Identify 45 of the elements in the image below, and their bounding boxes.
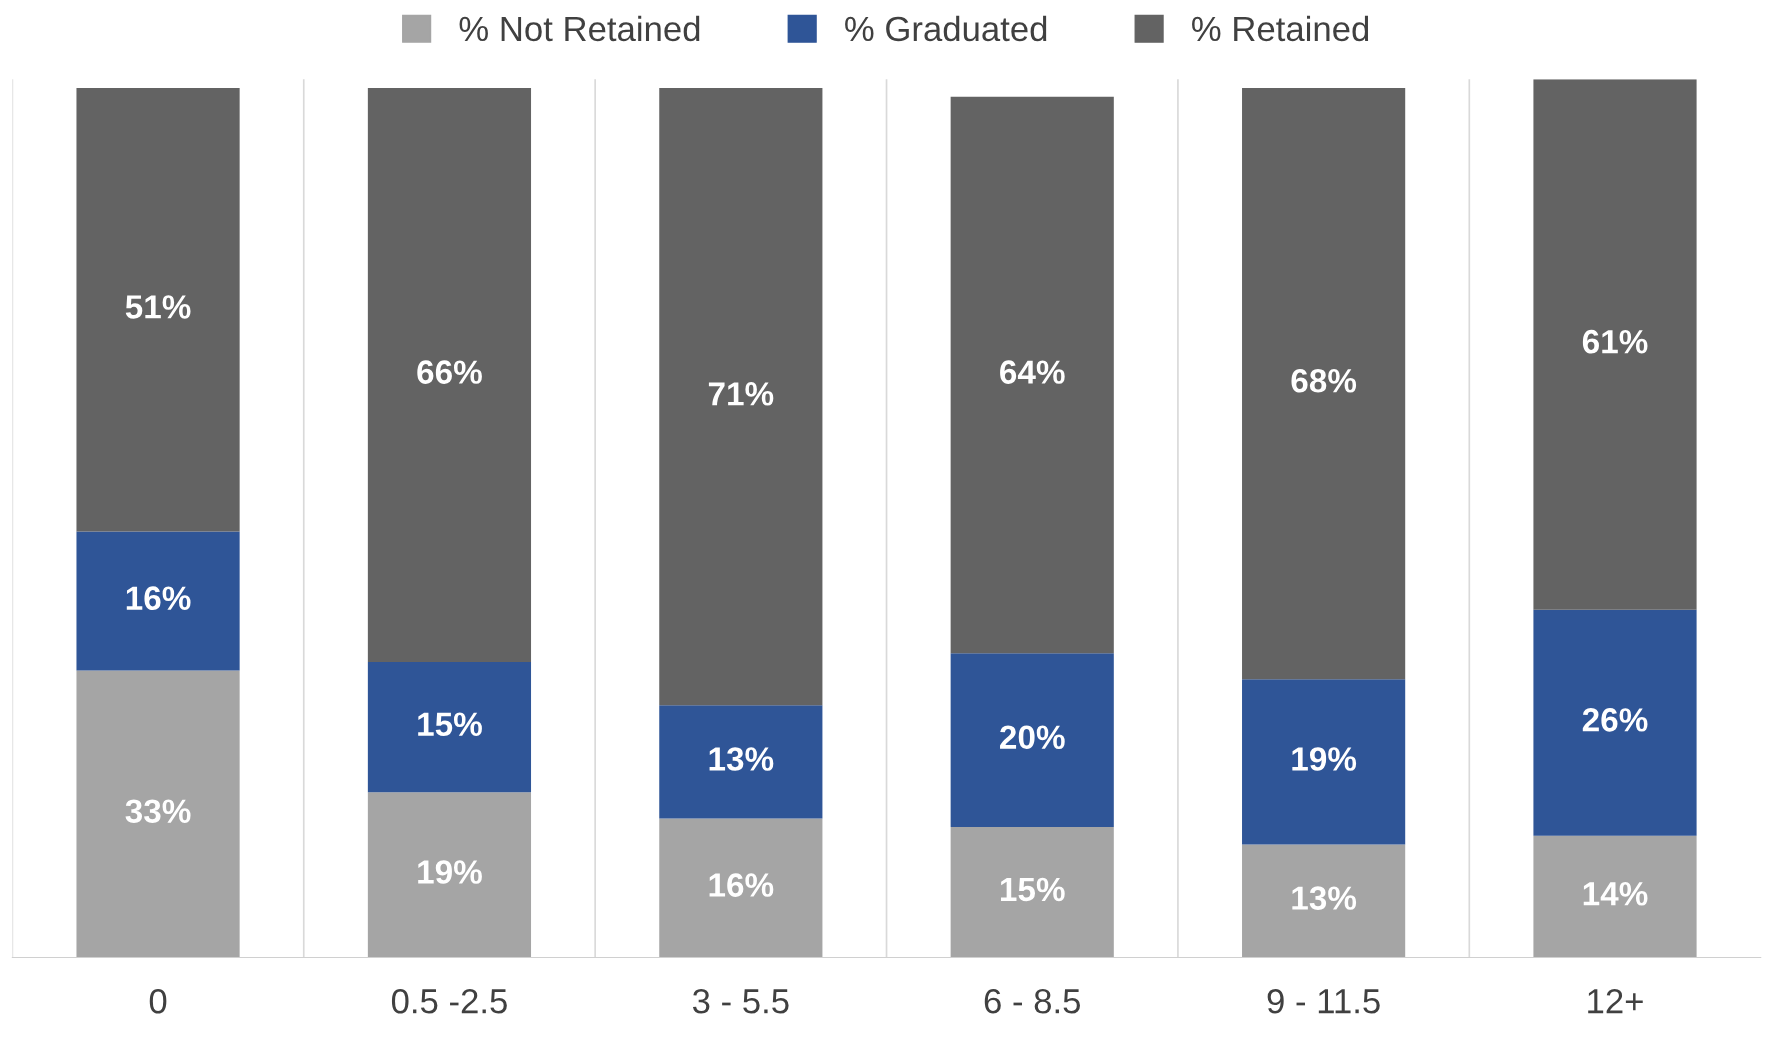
data-label: 71% [708, 382, 774, 406]
bar [1533, 79, 1697, 610]
data-label: 16% [709, 873, 774, 897]
bar [1242, 88, 1406, 680]
bar [659, 88, 823, 706]
data-label: 14% [1583, 882, 1648, 906]
x-tick-label: 12+ [1588, 988, 1643, 1014]
bar [950, 96, 1114, 654]
data-label: 19% [418, 860, 482, 884]
data-label: 68% [1291, 369, 1357, 393]
bar [76, 531, 240, 671]
bar [367, 792, 532, 958]
data-label: 61% [1582, 329, 1648, 354]
bar [1242, 844, 1406, 958]
bar [950, 827, 1114, 958]
data-label: 16% [126, 586, 191, 610]
data-label: 15% [418, 712, 482, 737]
legend-label: % Graduated [845, 15, 1047, 42]
bar [950, 653, 1114, 828]
data-label: 13% [709, 747, 774, 771]
data-label: 64% [1000, 360, 1065, 384]
data-label: 20% [1000, 725, 1065, 750]
legend-label: % Not Retained [459, 15, 700, 42]
bar [1242, 679, 1406, 845]
bar [659, 818, 823, 958]
bar [76, 670, 240, 958]
bar [367, 88, 532, 662]
x-tick-label: 9 - 11.5 [1267, 988, 1380, 1014]
data-label: 19% [1292, 747, 1357, 771]
data-label: 33% [125, 799, 191, 824]
x-tick-label: 3 - 5.5 [692, 988, 789, 1014]
bar [659, 705, 823, 819]
data-label: 51% [125, 295, 191, 319]
bar [1533, 609, 1697, 836]
x-tick-label: 0.5 -2.5 [391, 988, 507, 1014]
x-tick-label: 0 [149, 988, 167, 1014]
data-label: 15% [1000, 877, 1065, 902]
bar [76, 88, 240, 532]
bar [367, 661, 532, 793]
data-label: 66% [417, 360, 482, 384]
legend-label: % Retained [1192, 15, 1369, 42]
x-tick-label: 6 - 8.5 [984, 988, 1080, 1014]
data-label: 26% [1582, 708, 1648, 732]
data-label: 13% [1292, 886, 1357, 910]
bar [1533, 835, 1697, 958]
